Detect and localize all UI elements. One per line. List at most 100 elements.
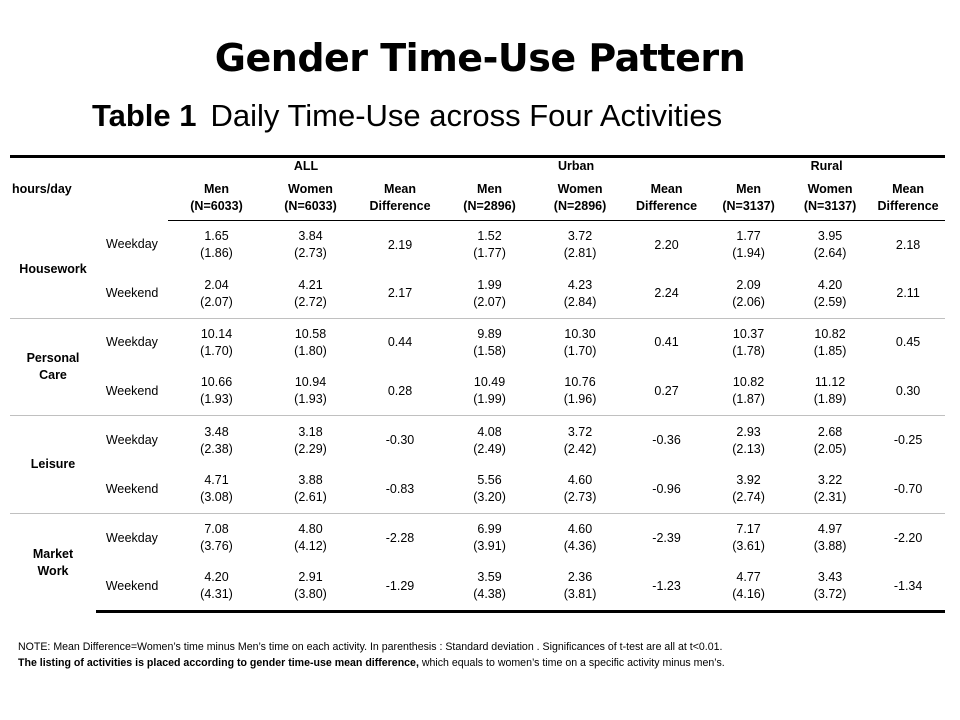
- mean-difference-value: -0.70: [893, 481, 923, 496]
- activity-label: Housework: [10, 221, 96, 319]
- mean-difference-value: 2.24: [654, 286, 679, 301]
- subheader-line: Mean: [384, 181, 416, 196]
- group-header-rural: Rural: [708, 155, 946, 176]
- std-dev-value: (1.89): [813, 392, 847, 407]
- value-cell: 4.97 (3.88): [789, 513, 872, 563]
- subheader-line: (N=3137): [803, 198, 857, 213]
- group-header-all: ALL: [168, 155, 445, 176]
- mean-value: 1.99: [477, 277, 502, 292]
- day-label: Weekend: [96, 562, 168, 613]
- mean-difference-value: 2.19: [387, 237, 413, 252]
- std-dev-value: (1.86): [200, 246, 233, 261]
- value-cell: 4.21 (2.72): [265, 269, 356, 318]
- value-cell: 4.60 (4.36): [535, 513, 626, 563]
- mean-value: 3.22: [817, 473, 843, 488]
- day-label: Weekday: [96, 415, 168, 465]
- mean-value: 7.17: [736, 522, 761, 537]
- mean-value: 2.91: [298, 570, 323, 585]
- std-dev-value: (2.49): [473, 441, 506, 456]
- value-cell: 2.93 (2.13): [708, 415, 790, 465]
- subheader-line: (N=6033): [284, 198, 337, 213]
- std-dev-value: (1.99): [473, 392, 506, 407]
- value-cell: 3.84 (2.73): [265, 221, 356, 270]
- value-cell: 3.92 (2.74): [708, 465, 789, 514]
- std-dev-value: (2.61): [294, 489, 327, 504]
- mean-difference-value: 2.11: [896, 286, 920, 301]
- activity-name-line: Housework: [19, 261, 87, 276]
- mean-value: 10.82: [814, 327, 846, 342]
- value-cell: 1.77 (1.94): [708, 221, 789, 270]
- subheader-line: Men: [204, 181, 229, 196]
- table-caption: Table 1 Daily Time-Use across Four Activi…: [92, 98, 722, 134]
- mean-value: 3.43: [817, 570, 843, 585]
- table-row: Weekend 4.71 (3.08) 3.88 (2.61) -0.83 5.56 (3.2…: [10, 465, 945, 514]
- value-cell: 10.14 (1.70): [168, 317, 265, 368]
- table-caption-text: Daily Time-Use across Four Activities: [210, 98, 723, 133]
- value-cell: 10.76 (1.96): [535, 367, 625, 416]
- mean-value: 4.60: [567, 522, 593, 537]
- value-cell: 3.88 (2.61): [265, 465, 356, 514]
- activity-name-line: Work: [37, 563, 69, 578]
- time-use-table: hours/day ALL Urban Rural Men (N=6033) Women (N…: [10, 155, 946, 613]
- mean-value: 4.60: [567, 473, 593, 488]
- mean-value: 3.72: [567, 424, 593, 439]
- value-cell: 3.59 (4.38): [444, 562, 536, 613]
- value-cell: 9.89 (1.58): [444, 317, 536, 368]
- std-dev-value: (4.38): [473, 587, 506, 602]
- mean-difference-value: 2.17: [387, 286, 413, 301]
- value-cell: 2.36 (3.81): [535, 562, 626, 613]
- value-cell: 6.99 (3.91): [444, 513, 536, 563]
- day-label: Weekend: [105, 383, 159, 398]
- mean-difference-value: 0.30: [895, 383, 921, 398]
- day-label: Weekday: [96, 513, 168, 563]
- subheader-line: Difference: [369, 198, 431, 213]
- table-row: Weekend 4.20 (4.31) 2.91 (3.80) -1.29 3.59 (4.3…: [10, 562, 946, 613]
- std-dev-value: (3.08): [200, 489, 233, 504]
- value-cell: 3.95 (2.64): [789, 221, 871, 270]
- value-cell: 7.17 (3.61): [708, 513, 790, 563]
- header-row-groups: hours/day ALL Urban Rural: [10, 155, 946, 221]
- mean-difference-value: -0.30: [356, 415, 445, 465]
- value-cell: 10.82 (1.87): [708, 367, 789, 416]
- std-dev-value: (2.05): [813, 441, 847, 456]
- subheader-line: Men: [477, 181, 503, 196]
- value-cell: 2.09 (2.06): [708, 269, 789, 318]
- mean-difference-value: -1.23: [625, 562, 709, 613]
- mean-difference-value: -2.20: [871, 513, 946, 563]
- subheader-line: Men: [736, 181, 762, 196]
- value-cell: 4.08 (2.49): [444, 415, 536, 465]
- subheader-line: (N=2896): [553, 198, 607, 213]
- note-line-2-rest: which equals to women’s time on a specif…: [418, 656, 725, 669]
- value-cell: 4.20 (4.31): [168, 562, 265, 613]
- activity-name-line: Leisure: [30, 457, 76, 472]
- mean-difference-value: 2.20: [654, 237, 679, 252]
- value-cell: 3.72 (2.42): [535, 415, 626, 465]
- mean-difference-value: -0.83: [385, 481, 415, 496]
- std-dev-value: (2.13): [732, 441, 765, 456]
- std-dev-value: (2.31): [813, 489, 847, 504]
- mean-value: 2.09: [736, 277, 761, 292]
- subheader-line: (N=6033): [190, 198, 243, 213]
- group-header-urban: Urban: [444, 155, 709, 176]
- subheader-line: Mean: [650, 181, 683, 196]
- activity-label: Personal Care: [10, 317, 96, 416]
- value-cell: 1.65 (1.86): [168, 221, 265, 270]
- mean-difference-value: -0.25: [871, 415, 946, 465]
- std-dev-value: (4.36): [563, 539, 597, 554]
- value-cell: 3.43 (3.72): [789, 562, 872, 613]
- mean-value: 7.08: [204, 522, 229, 537]
- std-dev-value: (1.94): [732, 246, 765, 261]
- mean-value: 10.58: [294, 327, 327, 342]
- std-dev-value: (3.76): [200, 539, 233, 554]
- std-dev-value: (3.81): [563, 587, 597, 602]
- mean-difference-value: 0.41: [625, 317, 709, 368]
- subheader-all-0: Men (N=6033): [168, 175, 265, 222]
- table-row: Personal Care Weekday 10.14 (1.70) 10.58 (1.80…: [10, 317, 946, 416]
- mean-value: 3.72: [567, 229, 593, 244]
- mean-value: 4.77: [736, 570, 761, 585]
- subheader-urban-0: Men (N=2896): [444, 175, 536, 222]
- value-cell: 3.18 (2.29): [265, 415, 356, 465]
- subheader-all-1: Women (N=6033): [265, 175, 356, 222]
- value-cell: 1.52 (1.77): [444, 221, 535, 270]
- mean-value: 10.30: [564, 327, 596, 342]
